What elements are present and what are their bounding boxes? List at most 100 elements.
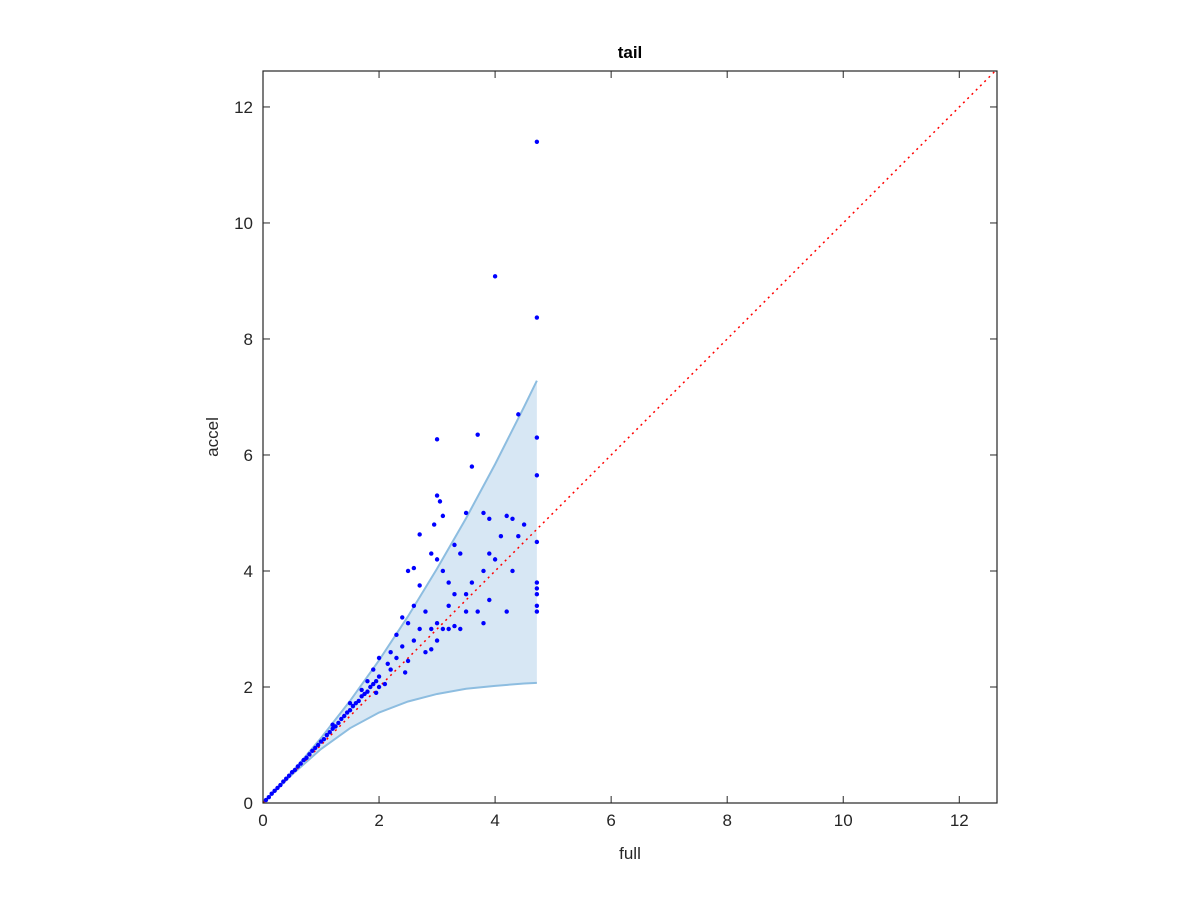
y-tick-label: 10: [234, 214, 253, 233]
y-tick-label: 8: [244, 330, 253, 349]
point: [423, 609, 428, 614]
point: [534, 586, 540, 591]
point: [481, 510, 486, 516]
point: [307, 752, 312, 757]
point: [373, 678, 379, 684]
point: [400, 644, 405, 649]
point: [446, 626, 451, 632]
y-tick-label: 4: [244, 562, 253, 581]
point: [368, 684, 373, 690]
point: [263, 797, 269, 803]
y-tick-label: 0: [244, 794, 253, 813]
point: [304, 755, 309, 760]
point: [382, 681, 388, 687]
point: [446, 580, 451, 585]
point: [272, 788, 277, 794]
point: [434, 493, 440, 498]
point: [347, 701, 353, 706]
point: [365, 689, 370, 694]
x-tick-label: 0: [258, 811, 267, 830]
point: [463, 609, 469, 614]
point: [365, 678, 370, 684]
point: [534, 435, 540, 440]
x-tick-label: 10: [834, 811, 853, 830]
point: [463, 510, 469, 516]
point: [452, 623, 457, 629]
point: [269, 791, 274, 796]
point: [429, 647, 434, 652]
point: [405, 658, 411, 664]
point: [492, 557, 498, 562]
point: [400, 615, 405, 620]
point: [376, 674, 382, 679]
point: [371, 667, 376, 672]
point: [339, 716, 344, 722]
point: [371, 681, 376, 687]
x-tick-label: 2: [374, 811, 383, 830]
x-tick-label: 6: [606, 811, 615, 830]
x-tick-label: 8: [722, 811, 731, 830]
point: [286, 773, 292, 778]
point: [313, 745, 318, 751]
x-axis-label: full: [619, 844, 641, 863]
point: [434, 437, 440, 442]
point: [336, 720, 341, 726]
point: [487, 551, 492, 556]
point: [475, 432, 480, 437]
point: [423, 649, 428, 655]
point: [510, 568, 515, 574]
band-area: [263, 380, 537, 803]
point: [359, 687, 364, 693]
point: [516, 412, 521, 417]
point: [469, 580, 475, 585]
point: [504, 609, 509, 614]
point: [440, 513, 446, 519]
point: [534, 315, 540, 320]
point: [534, 473, 540, 478]
point: [417, 583, 422, 588]
point: [487, 597, 492, 603]
point: [492, 274, 498, 279]
point: [402, 670, 408, 675]
point: [327, 730, 332, 735]
point: [411, 603, 417, 608]
point: [356, 698, 361, 704]
point: [321, 736, 327, 742]
point: [394, 632, 399, 637]
point: [350, 703, 356, 709]
point: [481, 620, 486, 626]
point: [458, 626, 463, 632]
point: [295, 764, 301, 769]
point: [475, 609, 480, 614]
point: [292, 767, 298, 773]
point: [510, 516, 515, 521]
point: [388, 649, 393, 655]
point: [376, 655, 382, 661]
y-axis-label: accel: [203, 417, 222, 457]
point: [330, 722, 335, 727]
point: [429, 551, 434, 556]
point: [394, 655, 399, 661]
point: [298, 761, 303, 766]
point: [440, 568, 446, 574]
point: [440, 626, 446, 632]
point: [452, 591, 457, 597]
point: [385, 661, 390, 666]
point: [266, 794, 272, 800]
point: [278, 782, 283, 788]
point: [376, 684, 382, 690]
point: [281, 779, 286, 784]
point: [534, 539, 540, 545]
point: [463, 591, 469, 597]
x-tick-label: 4: [490, 811, 499, 830]
point: [516, 533, 521, 539]
point: [284, 776, 289, 781]
point: [431, 522, 437, 527]
point: [498, 533, 504, 539]
point: [342, 713, 347, 719]
point: [405, 568, 411, 574]
point: [534, 603, 540, 608]
point: [417, 626, 422, 632]
y-tick-label: 12: [234, 98, 253, 117]
plot-frame: [262, 70, 998, 804]
